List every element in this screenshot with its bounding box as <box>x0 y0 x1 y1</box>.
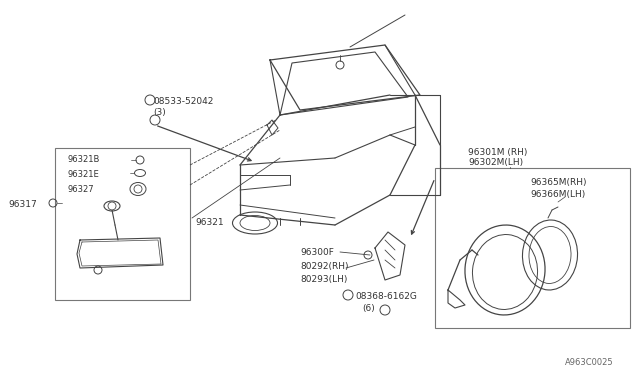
Text: (3): (3) <box>153 108 166 117</box>
Text: 96317: 96317 <box>8 200 36 209</box>
Text: 96365M(RH): 96365M(RH) <box>530 178 586 187</box>
Bar <box>435 168 630 328</box>
Text: (6): (6) <box>362 304 375 313</box>
Text: 96321E: 96321E <box>68 170 100 179</box>
Text: 96327: 96327 <box>68 185 95 194</box>
Text: 96300F: 96300F <box>300 248 334 257</box>
Bar <box>55 148 190 300</box>
Text: 96321B: 96321B <box>68 155 100 164</box>
Text: 96321: 96321 <box>195 218 223 227</box>
Text: 80293(LH): 80293(LH) <box>300 275 348 284</box>
Text: 08368-6162G: 08368-6162G <box>355 292 417 301</box>
Text: 96301M (RH): 96301M (RH) <box>468 148 527 157</box>
Text: 96302M(LH): 96302M(LH) <box>468 158 523 167</box>
Text: 80292(RH): 80292(RH) <box>300 262 349 271</box>
Text: 08533-52042: 08533-52042 <box>153 97 213 106</box>
Text: 96366M(LH): 96366M(LH) <box>530 190 585 199</box>
Text: A963C0025: A963C0025 <box>565 358 614 367</box>
